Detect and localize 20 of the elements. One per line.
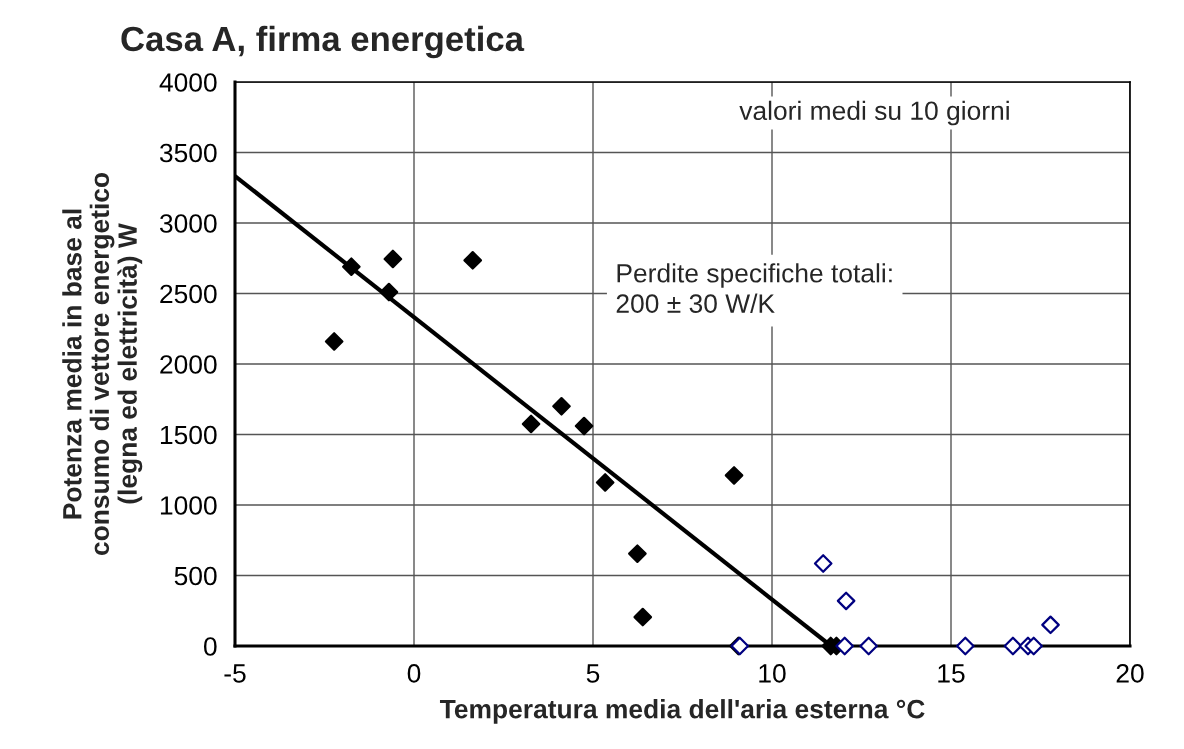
x-tick-label: 0: [407, 664, 421, 683]
x-axis-title: Temperatura media dell'aria esterna °C: [439, 699, 925, 724]
y-tick-label: 3000: [159, 214, 217, 233]
y-tick-label: 1000: [160, 496, 217, 515]
y-tick-label: 2500: [160, 284, 217, 304]
x-tick-label: -5: [224, 664, 246, 683]
y-tick-label: 4000: [159, 73, 217, 92]
x-tick-label: 10: [759, 664, 786, 683]
chart-title: Casa A, firma energetica: [121, 25, 525, 59]
y-tick-label: 500: [174, 566, 217, 586]
x-tick-label: 15: [938, 664, 965, 683]
annotation: valori medi su 10 giorni: [739, 100, 1009, 126]
y-axis-title: Potenza media in base al consumo di vettore energetico (legna ed elettricità) W: [62, 172, 143, 556]
y-tick-label: 3500: [159, 143, 217, 163]
y-tick-label: 1500: [160, 425, 217, 445]
y-tick-label: 2000: [160, 355, 217, 374]
x-tick-label: 5: [586, 664, 600, 683]
y-tick-label: 0: [204, 637, 217, 656]
x-tick-label: 20: [1116, 664, 1144, 683]
annotation: Perdite specifiche totali: 200 ± 30 W/K: [616, 263, 892, 313]
